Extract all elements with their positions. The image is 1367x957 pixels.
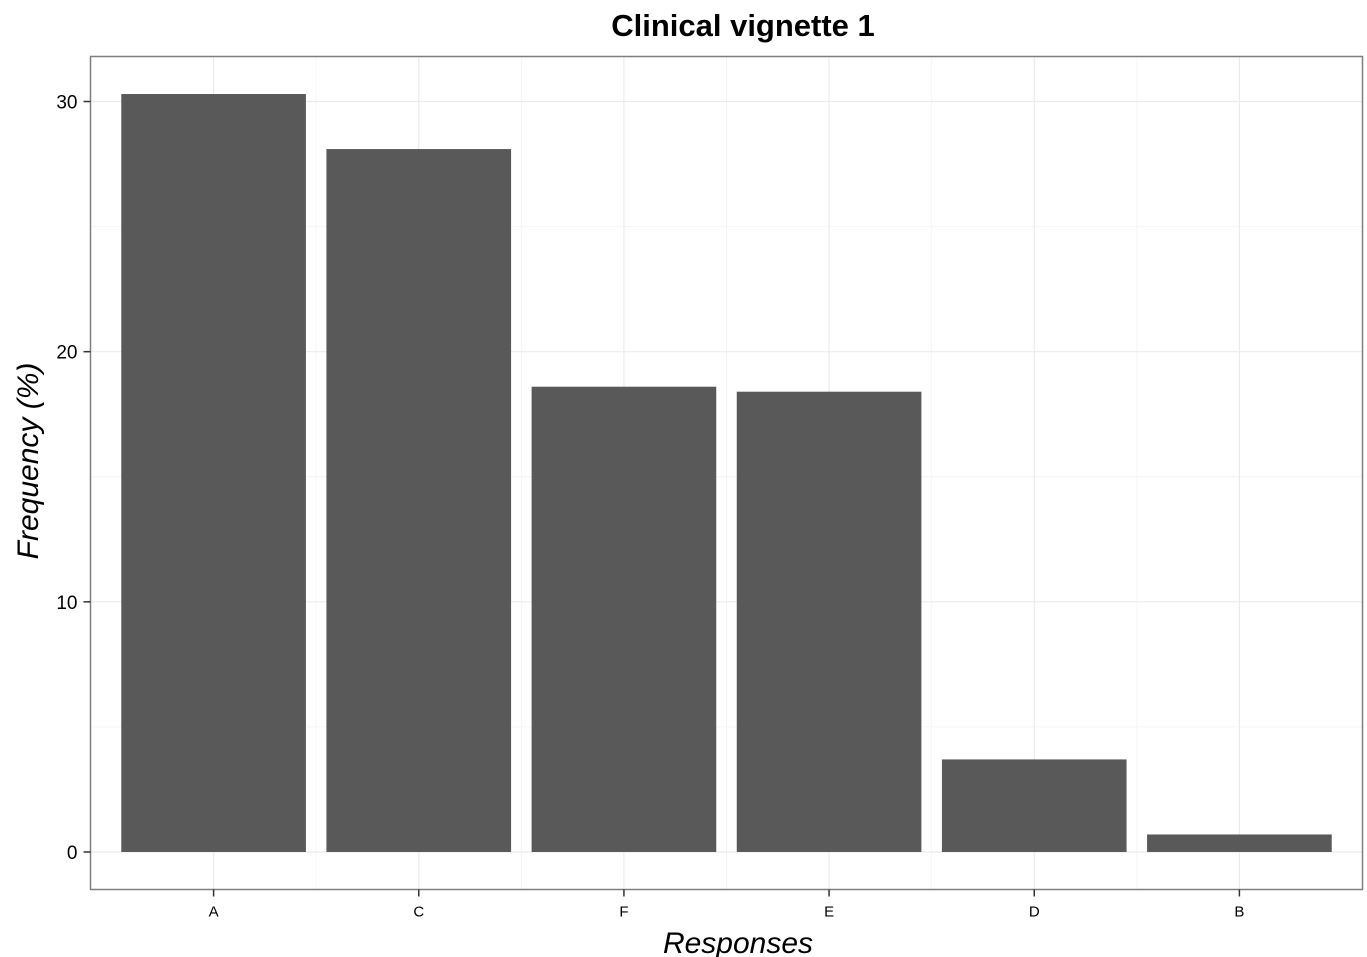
bar-f — [531, 386, 717, 852]
bar-b — [1147, 834, 1332, 852]
x-tick-label: A — [209, 904, 219, 921]
y-axis: 0 10 20 30 — [56, 93, 91, 864]
x-tick-label: C — [413, 904, 424, 921]
bar-d — [941, 759, 1127, 852]
y-axis-label: Frequency (%) — [12, 363, 45, 560]
x-tick-label: E — [824, 904, 834, 921]
x-tick-label: F — [619, 904, 628, 921]
y-tick-label: 10 — [56, 593, 77, 614]
x-tick-label: D — [1029, 904, 1040, 921]
bar-c — [326, 149, 512, 852]
x-tick-label: B — [1234, 904, 1244, 921]
bars — [121, 94, 1332, 852]
plot-panel-border — [89, 55, 1364, 891]
y-tick-label: 20 — [56, 343, 77, 364]
y-tick-label: 30 — [56, 93, 77, 114]
y-tick-label: 0 — [67, 843, 78, 864]
x-axis-label: Responses — [663, 927, 813, 957]
chart-title: Clinical vignette 1 — [611, 8, 875, 43]
bar-a — [121, 94, 306, 852]
bar-e — [736, 391, 922, 852]
